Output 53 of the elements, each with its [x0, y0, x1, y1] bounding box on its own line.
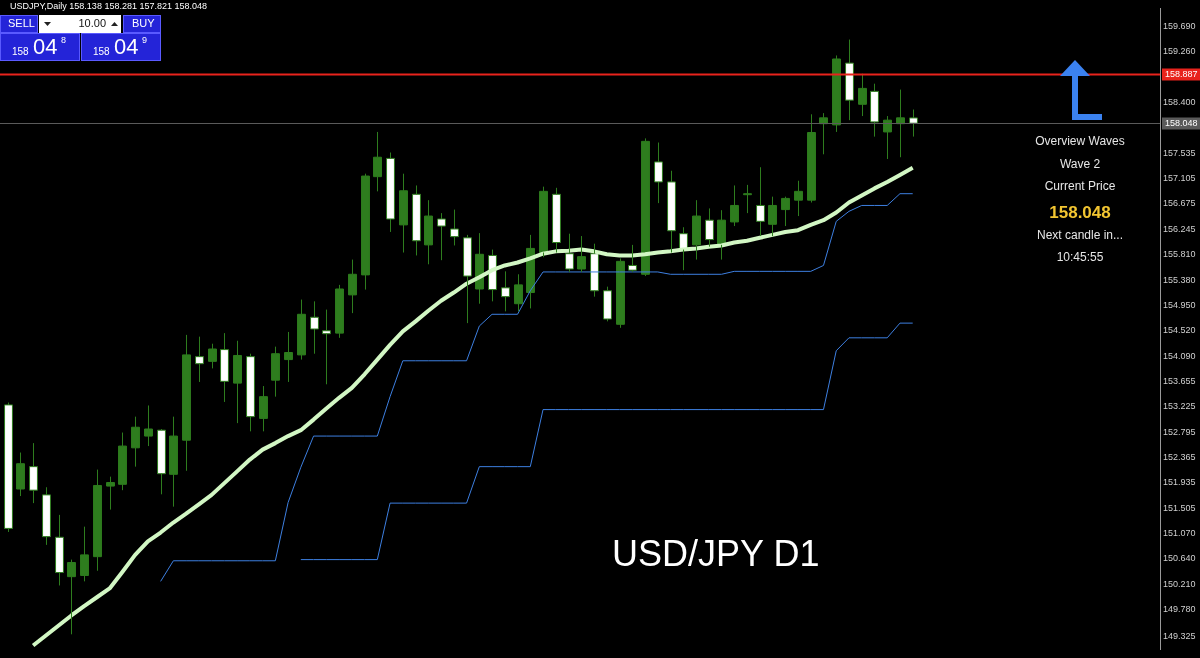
ref-line-label: 158.048: [1165, 117, 1198, 128]
annotation: 04: [114, 34, 139, 60]
annotation: 10.00: [77, 17, 106, 29]
text: 10:45:55: [1056, 250, 1104, 264]
text: Wave 2: [1058, 157, 1102, 171]
candlestick: [29, 442, 38, 504]
y-tick-label: 149.780: [1163, 604, 1196, 615]
annotation: USDJPY,Daily 158.138 158.281 157.821 158.048: [10, 1, 207, 11]
candlestick: [4, 402, 13, 533]
text: Next candle in...: [1036, 228, 1124, 242]
y-tick-label: 157.105: [1163, 173, 1196, 184]
annotation: 9: [142, 35, 148, 45]
y-tick-label: 152.795: [1163, 426, 1196, 437]
text: Overview Waves: [1034, 134, 1126, 148]
candlestick: [106, 476, 115, 511]
candlestick: [909, 109, 918, 138]
y-tick-label: 151.935: [1163, 477, 1196, 488]
candlestick: [182, 334, 191, 472]
y-tick-label: 159.690: [1163, 21, 1196, 32]
annotation: BUY: [132, 17, 155, 29]
annotation: 04: [33, 34, 58, 60]
y-tick-label: 150.640: [1163, 553, 1196, 564]
annotation: 158: [12, 46, 29, 57]
y-tick-label: 150.210: [1163, 578, 1196, 589]
candlestick: [80, 526, 89, 582]
annotation: 158: [93, 46, 110, 57]
candlestick: [463, 234, 472, 324]
y-tick-label: 154.090: [1163, 350, 1196, 361]
text: Current Price: [1044, 179, 1116, 193]
y-tick-label: 154.520: [1163, 325, 1196, 336]
annotation: USD/JPY D1: [612, 533, 820, 575]
candlestick: [807, 113, 816, 204]
y-tick-label: 151.505: [1163, 502, 1196, 513]
y-tick-label: 156.245: [1163, 223, 1196, 234]
y-tick-label: 156.675: [1163, 198, 1196, 209]
candlestick: [220, 332, 229, 403]
y-tick-label: 153.655: [1163, 376, 1196, 387]
y-tick-label: 155.380: [1163, 274, 1196, 285]
y-tick-label: 151.070: [1163, 528, 1196, 539]
text: 158.048: [1049, 203, 1111, 222]
y-tick-label: 149.325: [1163, 630, 1196, 641]
y-tick-label: 158.400: [1163, 97, 1196, 108]
annotation: SELL: [8, 17, 35, 29]
y-tick-label: 152.365: [1163, 452, 1196, 463]
y-tick-label: 154.950: [1163, 299, 1196, 310]
y-tick-label: 153.225: [1163, 401, 1196, 412]
candlestick: [259, 385, 268, 432]
annotation: 8: [61, 35, 67, 45]
y-tick-label: 155.810: [1163, 249, 1196, 260]
y-tick-label: 157.535: [1163, 147, 1196, 158]
candlestick: [271, 346, 280, 398]
ref-line-label: 158.887: [1165, 68, 1198, 79]
y-tick-label: 159.260: [1163, 46, 1196, 57]
